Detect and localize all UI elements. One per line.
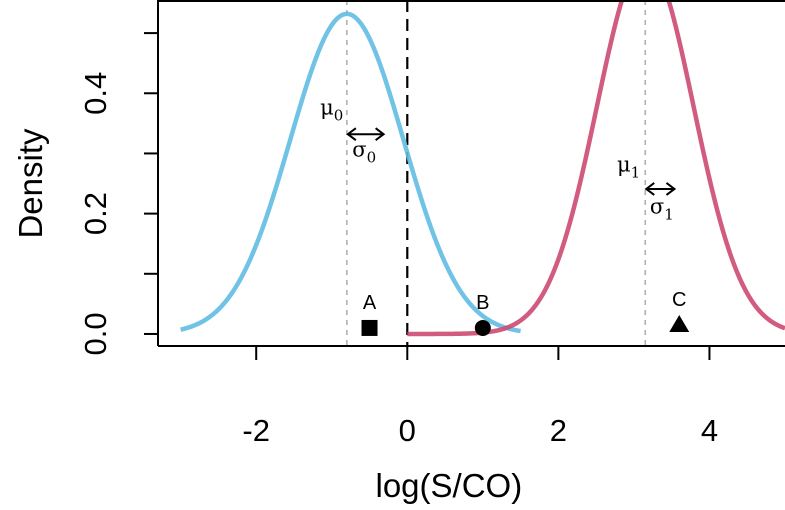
y-axis-title: Density bbox=[12, 128, 49, 239]
mu-label-0: μ0 bbox=[320, 95, 343, 124]
annotations: μ0 σ0 μ1 σ1 A B C bbox=[320, 95, 690, 336]
x-tick-label: 2 bbox=[550, 413, 567, 448]
mu-label-1: μ1 bbox=[617, 152, 640, 181]
density-curve-1 bbox=[406, 0, 785, 337]
y-tick-label: 0.2 bbox=[78, 192, 113, 235]
point-c-label: C bbox=[672, 289, 686, 311]
point-b-marker bbox=[474, 319, 491, 336]
x-tick-label: -2 bbox=[242, 413, 270, 448]
y-tick-label: 0.0 bbox=[78, 312, 113, 355]
sigma-arrow-0 bbox=[346, 127, 386, 141]
sigma-arrow-1 bbox=[644, 182, 677, 196]
point-b-label: B bbox=[476, 292, 489, 314]
x-axis-title: log(S/CO) bbox=[375, 467, 522, 504]
point-a-label: A bbox=[363, 292, 377, 314]
point-c-marker bbox=[669, 314, 690, 332]
axes: -2 0 2 4 0.0 0.2 0.4 bbox=[78, 0, 785, 448]
y-tick-label: 0.4 bbox=[78, 72, 113, 115]
point-a-marker bbox=[361, 319, 378, 336]
x-tick-label: 4 bbox=[701, 413, 718, 448]
sigma-label-0: σ0 bbox=[352, 137, 376, 166]
x-tick-label: 0 bbox=[399, 413, 416, 448]
density-curve-0 bbox=[179, 11, 522, 334]
sigma-label-1: σ1 bbox=[650, 195, 674, 224]
plot-area bbox=[179, 0, 785, 346]
